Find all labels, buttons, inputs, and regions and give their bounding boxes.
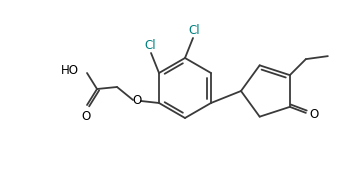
Text: HO: HO (61, 64, 79, 77)
Text: O: O (310, 108, 319, 121)
Text: Cl: Cl (144, 39, 156, 52)
Text: O: O (81, 110, 91, 123)
Text: O: O (132, 94, 141, 108)
Text: Cl: Cl (188, 24, 200, 37)
